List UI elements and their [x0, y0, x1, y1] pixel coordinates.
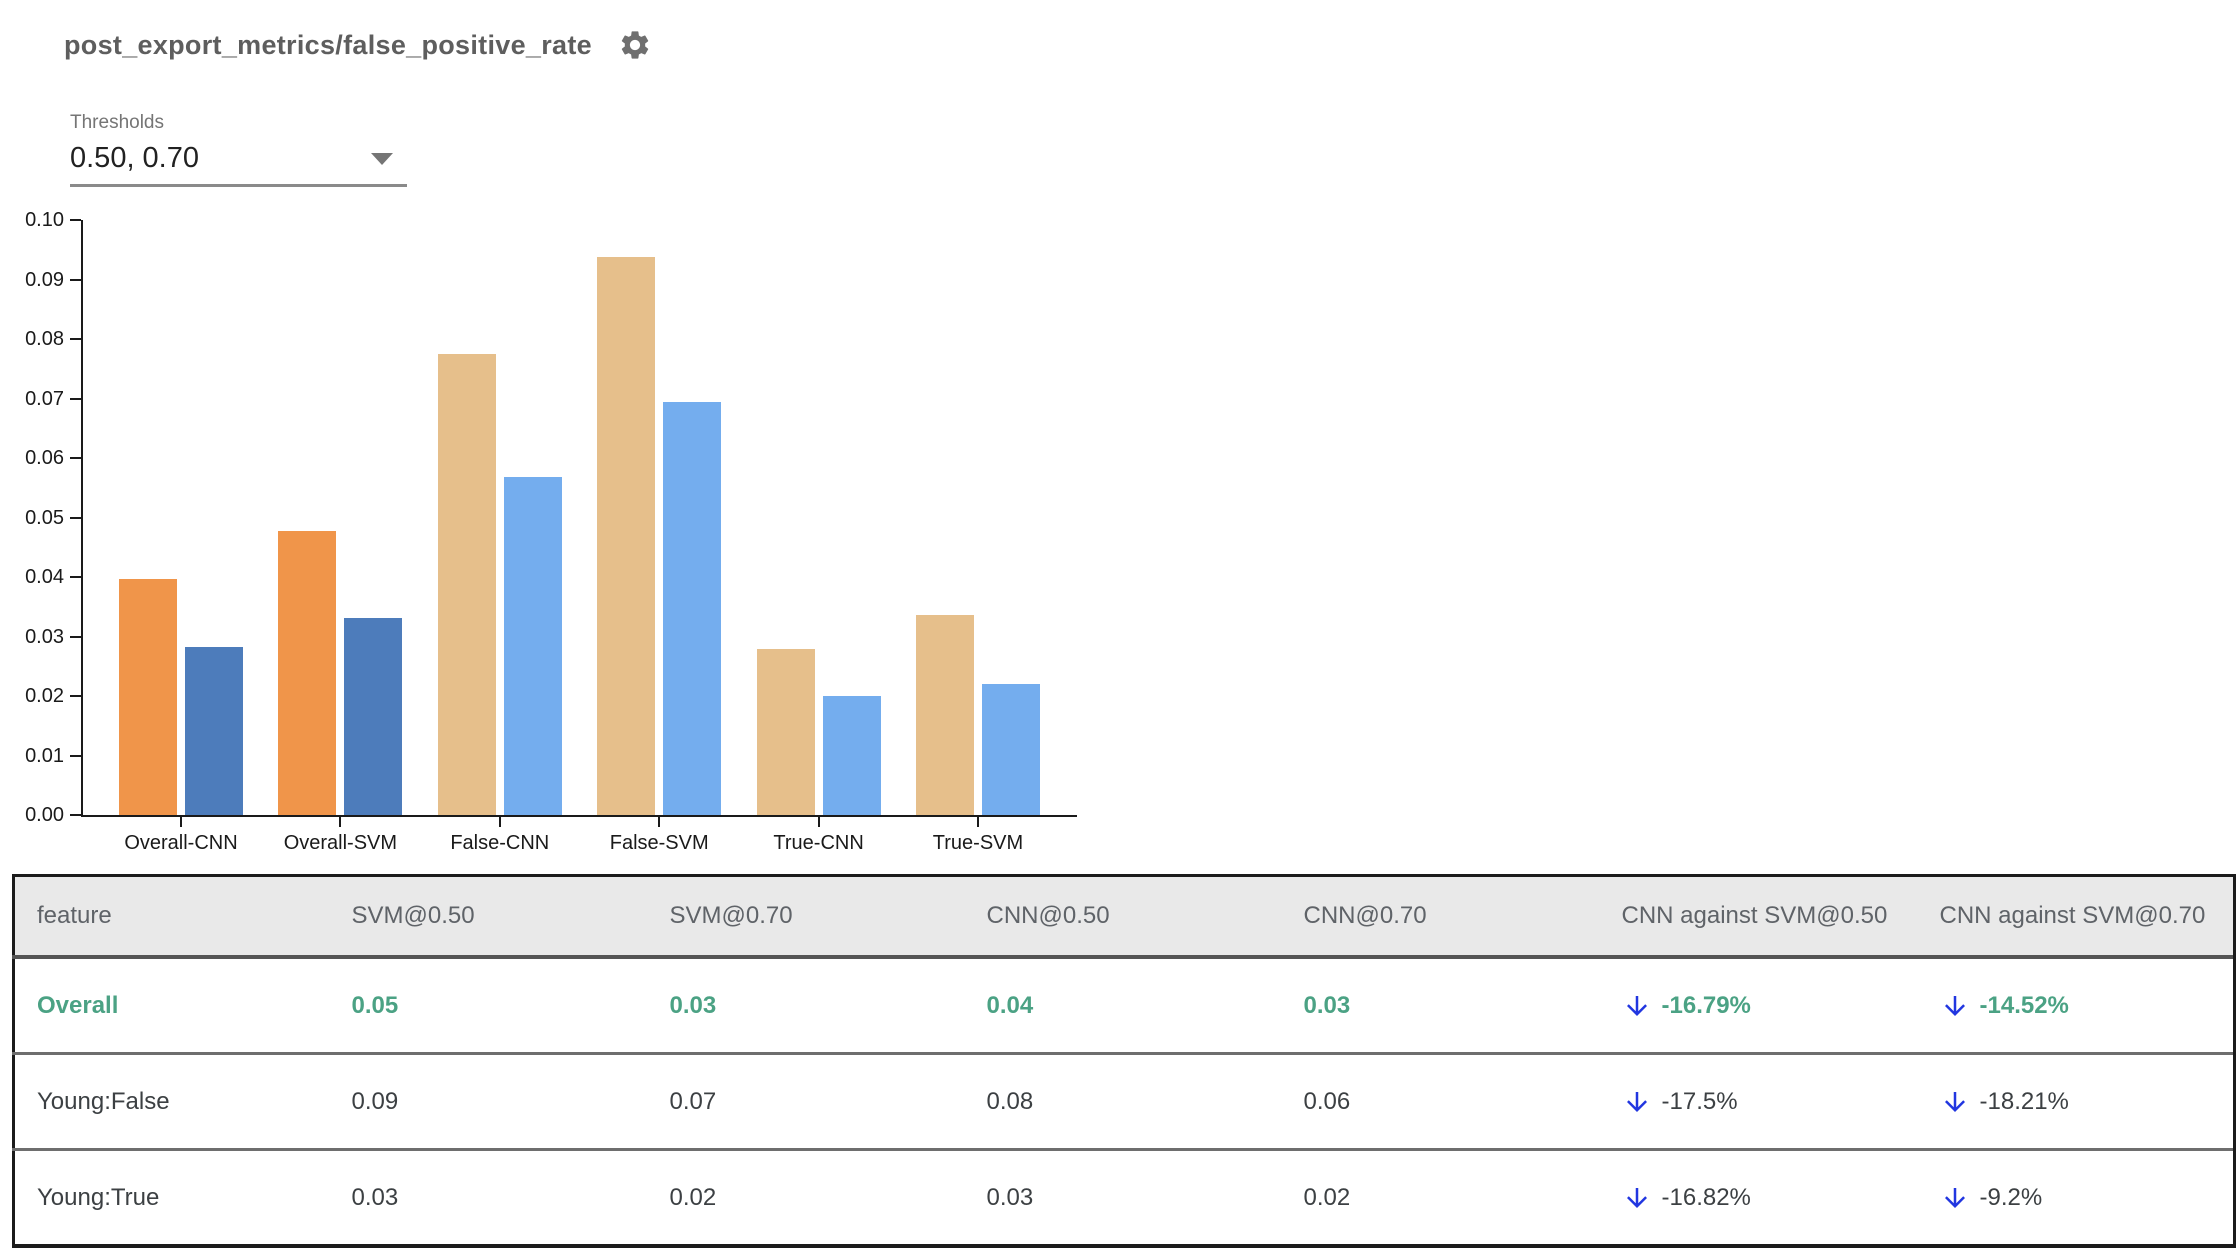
bar-true-cnn-t070[interactable]: [822, 696, 881, 815]
arrow-down-icon: [1626, 1187, 1647, 1208]
table-row-young-false: Young:False 0.09 0.07 0.08 0.06 -17.5% -…: [13, 1052, 2236, 1150]
y-axis-tick-label: 0.01: [25, 744, 64, 767]
table-row-young-true: Young:True 0.03 0.02 0.03 0.02 -16.82% -…: [13, 1148, 2236, 1246]
y-axis-tick: [70, 576, 81, 578]
bar-overall-cnn-t050[interactable]: [119, 578, 177, 815]
bar-overall-cnn-t070[interactable]: [185, 646, 243, 815]
y-axis-tick-label: 0.07: [25, 387, 64, 410]
diff-value: -14.52%: [1979, 991, 2069, 1019]
metric-value: 0.05: [327, 957, 646, 1054]
y-axis-tick-label: 0.05: [25, 506, 64, 529]
metric-value: 0.07: [645, 1052, 963, 1150]
y-axis-line: [81, 220, 83, 817]
bar-true-svm-t070[interactable]: [982, 683, 1040, 815]
col-svm-050: SVM@0.50: [327, 875, 646, 959]
col-feature: feature: [13, 875, 328, 959]
y-axis-tick-label: 0.08: [25, 328, 64, 350]
metric-value: 0.03: [962, 1148, 1280, 1246]
y-axis-tick: [70, 219, 81, 221]
table-row-overall: Overall 0.05 0.03 0.04 0.03 -16.79% -14.…: [13, 957, 2236, 1054]
arrow-down-icon: [1944, 1091, 1965, 1112]
diff-value: -16.79%: [1661, 991, 1751, 1019]
y-axis-tick-label: 0.06: [25, 447, 64, 469]
thresholds-dropdown[interactable]: Thresholds 0.50, 0.70: [70, 112, 407, 187]
metric-value: 0.03: [327, 1148, 646, 1246]
thresholds-label: Thresholds: [70, 112, 164, 133]
metric-value: 0.03: [645, 957, 963, 1054]
y-axis-tick-label: 0.04: [25, 566, 64, 588]
x-axis-line: [81, 815, 1077, 817]
metric-value: 0.08: [962, 1052, 1280, 1150]
bar-false-svm-t050[interactable]: [597, 257, 656, 815]
metric-value: 0.09: [327, 1052, 646, 1150]
feature-name: Overall: [13, 957, 328, 1054]
dropdown-caret-icon: [371, 152, 393, 165]
feature-name: Young:True: [13, 1148, 328, 1246]
col-cnn-vs-svm-050: CNN against SVM@0.50: [1597, 875, 1916, 959]
y-axis-tick: [70, 397, 81, 400]
col-cnn-vs-svm-070: CNN against SVM@0.70: [1915, 875, 2236, 959]
bar-true-svm-t050[interactable]: [916, 615, 974, 815]
diff-value: -18.21%: [1979, 1087, 2069, 1115]
bar-overall-svm-t070[interactable]: [344, 618, 403, 815]
arrow-down-icon: [1626, 995, 1647, 1016]
bar-false-svm-t070[interactable]: [663, 402, 722, 815]
x-axis-category-label: Overall-SVM: [283, 832, 398, 854]
metrics-table: feature SVM@0.50 SVM@0.70 CNN@0.50 CNN@0…: [12, 874, 2236, 1248]
bar-overall-svm-t050[interactable]: [278, 531, 337, 815]
table-header-row: feature SVM@0.50 SVM@0.70 CNN@0.50 CNN@0…: [13, 875, 2236, 959]
arrow-down-icon: [1944, 1187, 1965, 1208]
metric-value: 0.04: [962, 957, 1280, 1054]
thresholds-value: 0.50, 0.70: [70, 142, 199, 174]
x-axis-tick: [339, 817, 342, 827]
x-axis-category-label: False-CNN: [450, 832, 550, 854]
y-axis-tick: [70, 754, 81, 757]
y-axis-tick: [70, 338, 81, 340]
metric-value: 0.02: [645, 1148, 963, 1246]
metric-value: 0.03: [1279, 957, 1598, 1054]
y-axis-tick: [70, 814, 81, 816]
metric-value: 0.06: [1279, 1052, 1598, 1150]
bar-false-cnn-t050[interactable]: [437, 353, 496, 815]
false-positive-rate-bar-chart: 0.00 0.01 0.02 0.03 0.04 0.05 0.06 0.07 0.08 0.09…: [0, 0, 1110, 880]
diff-value: -17.5%: [1661, 1087, 1738, 1115]
x-axis-category-label: True-CNN: [773, 832, 864, 854]
x-axis-tick: [498, 817, 501, 827]
arrow-down-icon: [1626, 1091, 1647, 1112]
feature-name: Young:False: [13, 1052, 328, 1150]
title-row: post_export_metrics/false_positive_rate: [64, 28, 652, 62]
bar-true-cnn-t050[interactable]: [756, 648, 815, 815]
y-axis-tick-label: 0.10: [25, 209, 64, 231]
y-axis-tick: [70, 457, 81, 459]
page-title: post_export_metrics/false_positive_rate: [64, 29, 592, 60]
bar-false-cnn-t070[interactable]: [503, 477, 562, 815]
y-axis-tick: [70, 516, 81, 519]
x-axis-tick: [817, 817, 820, 827]
diff-value: -16.82%: [1661, 1183, 1751, 1211]
x-axis-tick: [658, 817, 661, 827]
y-axis-tick: [70, 278, 81, 281]
metric-value: 0.02: [1279, 1148, 1598, 1246]
col-svm-070: SVM@0.70: [645, 875, 963, 959]
arrow-down-icon: [1944, 995, 1965, 1016]
gear-icon[interactable]: [618, 28, 652, 62]
x-axis-category-label: Overall-CNN: [124, 832, 238, 854]
col-cnn-070: CNN@0.70: [1279, 875, 1598, 959]
y-axis-tick-label: 0.03: [25, 625, 64, 648]
x-axis-category-label: True-SVM: [932, 832, 1024, 854]
dropdown-underline: [70, 184, 407, 187]
x-axis-tick: [180, 817, 182, 827]
col-cnn-050: CNN@0.50: [962, 875, 1280, 959]
x-axis-tick: [977, 817, 979, 827]
y-axis-tick-label: 0.02: [25, 685, 64, 707]
y-axis-tick: [70, 635, 81, 638]
y-axis-tick-label: 0.09: [25, 268, 64, 291]
y-axis-tick-label: 0.00: [25, 804, 64, 826]
diff-value: -9.2%: [1979, 1183, 2043, 1211]
x-axis-category-label: False-SVM: [609, 832, 709, 854]
y-axis-tick: [70, 695, 81, 697]
